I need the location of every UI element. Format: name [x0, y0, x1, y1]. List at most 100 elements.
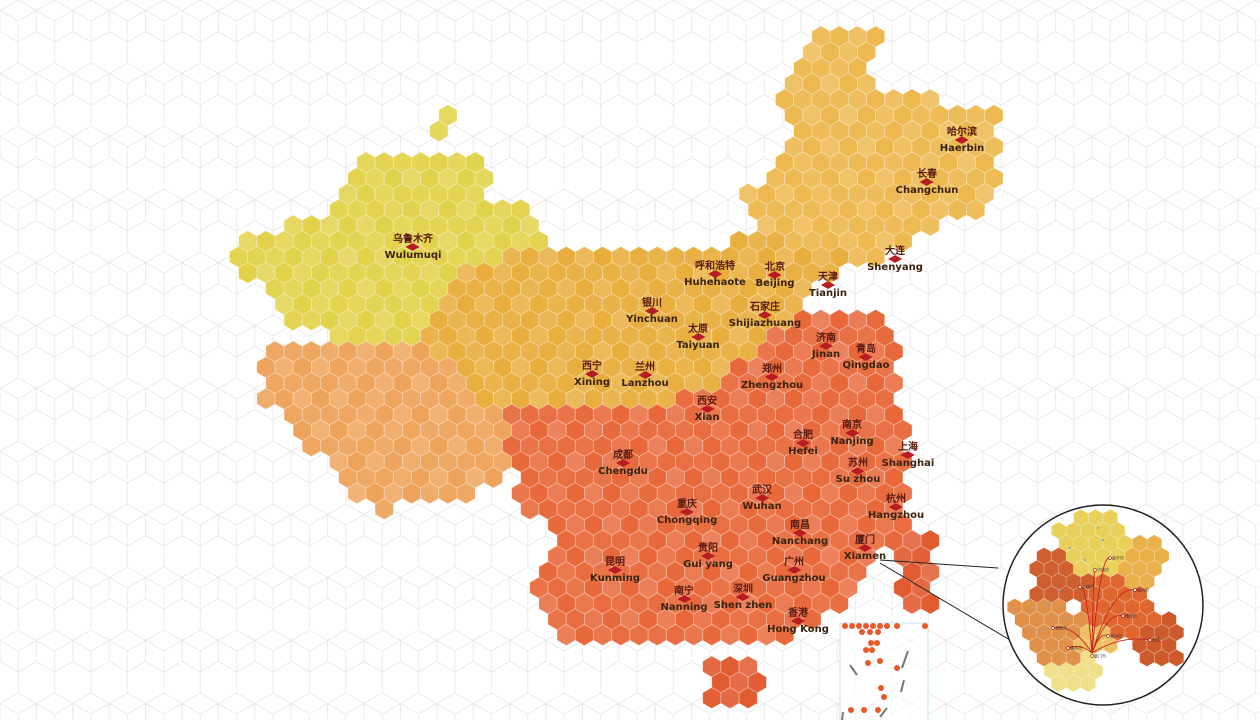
mini-chart-dot	[870, 623, 876, 629]
city-name-en: Xining	[574, 377, 610, 388]
city-name-cn: 石家庄	[750, 302, 780, 313]
city-name-en: Taiyuan	[676, 340, 720, 351]
inset-hex-cell	[1168, 649, 1185, 667]
inset-city-dot	[1078, 585, 1082, 589]
city-marker-lanzhou[interactable]: 兰州 Lanzhou	[621, 362, 668, 389]
city-name-en: Gui yang	[683, 559, 733, 570]
city-name-en: Zhengzhou	[740, 380, 804, 391]
city-marker-yinchuan[interactable]: 银川 Yinchuan	[626, 298, 678, 325]
hex-cell-northeast	[920, 214, 940, 237]
city-name-en: Changchun	[895, 185, 959, 196]
mini-chart-dash	[849, 664, 858, 676]
inset-water-dot	[1069, 547, 1071, 549]
inset-water-dot	[1041, 629, 1043, 631]
city-name-cn: 贵阳	[698, 543, 718, 554]
mini-chart-dot	[848, 707, 854, 713]
inset-water-dot	[1102, 539, 1104, 541]
city-marker-huhehaote[interactable]: 呼和浩特 Huhehaote	[684, 261, 746, 288]
mini-chart-dash	[900, 679, 905, 693]
city-marker-guangzhou[interactable]: 广州 Guangzhou	[762, 557, 825, 584]
mini-chart-dot	[849, 623, 855, 629]
mini-chart-dot	[922, 623, 928, 629]
city-marker-xiamen[interactable]: 厦门 Xiamen	[844, 535, 886, 562]
city-name-en: Yinchuan	[626, 314, 678, 325]
inset-city-dot	[1066, 646, 1070, 650]
city-name-en: Huhehaote	[684, 277, 746, 288]
city-name-cn: 重庆	[677, 499, 697, 510]
inset-city-label: 龙岩市	[1055, 625, 1067, 631]
inset-city-dot	[1093, 568, 1097, 572]
city-marker-changchun[interactable]: 长春 Changchun	[896, 169, 959, 196]
city-marker-nanning[interactable]: 南宁 Nanning	[660, 586, 707, 613]
mini-chart-dot	[878, 685, 884, 691]
city-name-en: Xiamen	[843, 551, 887, 562]
city-marker-shenyang[interactable]: 大连 Shenyang	[867, 246, 923, 273]
inset-city-label: 漳州市	[1070, 645, 1082, 651]
city-marker-nanchang[interactable]: 南昌 Nanchang	[772, 520, 828, 547]
inset-city-label: 台湾	[1152, 637, 1160, 643]
hex-cell-xinjiang	[429, 120, 449, 142]
inset-city-label: 厦门市	[1094, 653, 1106, 659]
city-name-cn: 香港	[788, 608, 808, 619]
city-name-cn: 南昌	[790, 520, 810, 531]
city-name-cn: 乌鲁木齐	[392, 234, 433, 245]
city-name-en: Haerbin	[939, 143, 985, 154]
city-marker-hefei[interactable]: 合肥 Hefei	[788, 430, 818, 457]
hex-cell-south	[829, 592, 849, 615]
hex-cell-tibet	[456, 482, 476, 505]
inset-city-label: 泉州市	[1110, 633, 1122, 639]
city-name-en: Shanghai	[881, 458, 935, 469]
city-name-cn: 上海	[898, 442, 918, 453]
city-marker-wulumuqi[interactable]: 乌鲁木齐 Wulumuqi	[385, 234, 442, 261]
city-marker-hangzhou[interactable]: 杭州 Hangzhou	[868, 494, 924, 521]
city-marker-nanjing[interactable]: 南京 Nanjing	[830, 420, 873, 447]
city-marker-guiyang[interactable]: 贵阳 Gui yang	[683, 543, 733, 570]
inset-city-dot	[1148, 638, 1152, 642]
city-name-en: Shen zhen	[713, 600, 773, 611]
inset-route-line	[1091, 557, 1111, 654]
inset-hex-cell	[1102, 636, 1118, 655]
city-marker-taiyuan[interactable]: 太原 Taiyuan	[676, 324, 719, 351]
mini-chart-dot	[859, 629, 865, 635]
city-marker-beijing[interactable]: 北京 Beijing	[756, 262, 795, 289]
city-marker-shanghai[interactable]: 上海 Shanghai	[882, 442, 935, 469]
inset-city-dot	[1133, 588, 1137, 592]
hex-cell-northeast	[866, 246, 886, 268]
city-name-en: Chongqing	[656, 515, 718, 526]
city-name-en: Lanzhou	[621, 378, 669, 389]
mini-chart-dot	[874, 640, 880, 646]
city-marker-tianjin[interactable]: 天津 Tianjin	[809, 272, 847, 299]
city-name-cn: 郑州	[761, 364, 782, 375]
hex-cell-tibet	[374, 498, 394, 520]
city-marker-xining[interactable]: 西宁 Xining	[574, 361, 610, 388]
city-name-cn: 南京	[842, 420, 862, 431]
mini-chart	[839, 622, 929, 720]
city-marker-hongkong[interactable]: 香港 Hong Kong	[767, 608, 829, 635]
mini-chart-dot	[842, 623, 848, 629]
inset-city-dot	[1090, 654, 1094, 658]
callout-line	[879, 559, 999, 569]
inset-water-dot	[1084, 559, 1086, 561]
city-name-en: Nanning	[660, 602, 708, 613]
city-marker-haerbin[interactable]: 哈尔滨 Haerbin	[940, 127, 985, 154]
city-name-cn: 武汉	[751, 485, 772, 496]
city-marker-chengdu[interactable]: 成都 Chengdu	[598, 450, 648, 477]
city-name-cn: 苏州	[847, 458, 868, 469]
city-name-cn: 北京	[765, 262, 785, 273]
city-marker-kunming[interactable]: 昆明 Kunming	[590, 557, 640, 584]
city-name-en: Shenyang	[867, 262, 923, 273]
callout-line	[879, 562, 1011, 641]
inset-route-line	[1091, 589, 1136, 654]
city-marker-shijiazhuang[interactable]: 石家庄 Shijiazhuang	[729, 302, 801, 329]
city-marker-wuhan[interactable]: 武汉 Wuhan	[742, 485, 781, 512]
city-marker-xian[interactable]: 西安 Xian	[694, 396, 719, 423]
city-marker-shenzhen[interactable]: 深圳 Shen zhen	[714, 584, 773, 611]
city-marker-chongqing[interactable]: 重庆 Chongqing	[657, 499, 717, 526]
city-name-cn: 呼和浩特	[694, 261, 735, 272]
city-marker-zhengzhou[interactable]: 郑州 Zhengzhou	[741, 364, 803, 391]
city-marker-jinan[interactable]: 济南 Jinan	[812, 333, 840, 360]
city-marker-suzhou[interactable]: 苏州 Su zhou	[836, 458, 881, 485]
hex-cell-south	[802, 608, 822, 631]
city-marker-qingdao[interactable]: 青岛 Qingdao	[843, 344, 890, 371]
